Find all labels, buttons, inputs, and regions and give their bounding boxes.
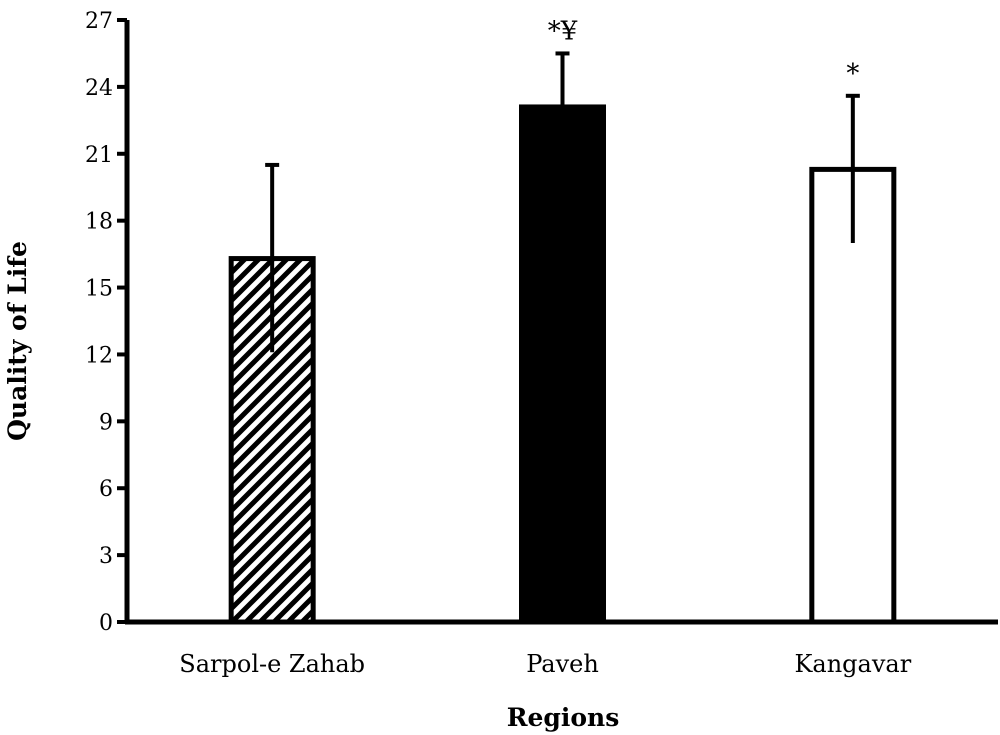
y-tick-label-9: 27 — [85, 9, 113, 34]
bar-1 — [519, 104, 606, 625]
y-tick-label-0: 0 — [99, 611, 113, 636]
x-tick-label-2: Kangavar — [794, 650, 911, 678]
x-tick-label-1: Paveh — [526, 650, 599, 678]
y-axis-title: Quality of Life — [3, 241, 32, 441]
y-tick-label-1: 3 — [99, 544, 113, 569]
y-tick-label-3: 9 — [99, 410, 113, 435]
x-axis-title: Regions — [507, 703, 620, 732]
y-tick-label-5: 15 — [85, 277, 113, 302]
x-tick-label-0: Sarpol-e Zahab — [179, 650, 365, 678]
y-tick-label-4: 12 — [85, 343, 113, 368]
significance-label-1: *¥ — [548, 16, 578, 46]
y-tick-label-8: 24 — [85, 76, 113, 101]
y-tick-label-7: 21 — [85, 143, 113, 168]
y-tick-label-2: 6 — [99, 477, 113, 502]
significance-label-2: * — [846, 59, 859, 89]
y-tick-label-6: 18 — [85, 210, 113, 235]
